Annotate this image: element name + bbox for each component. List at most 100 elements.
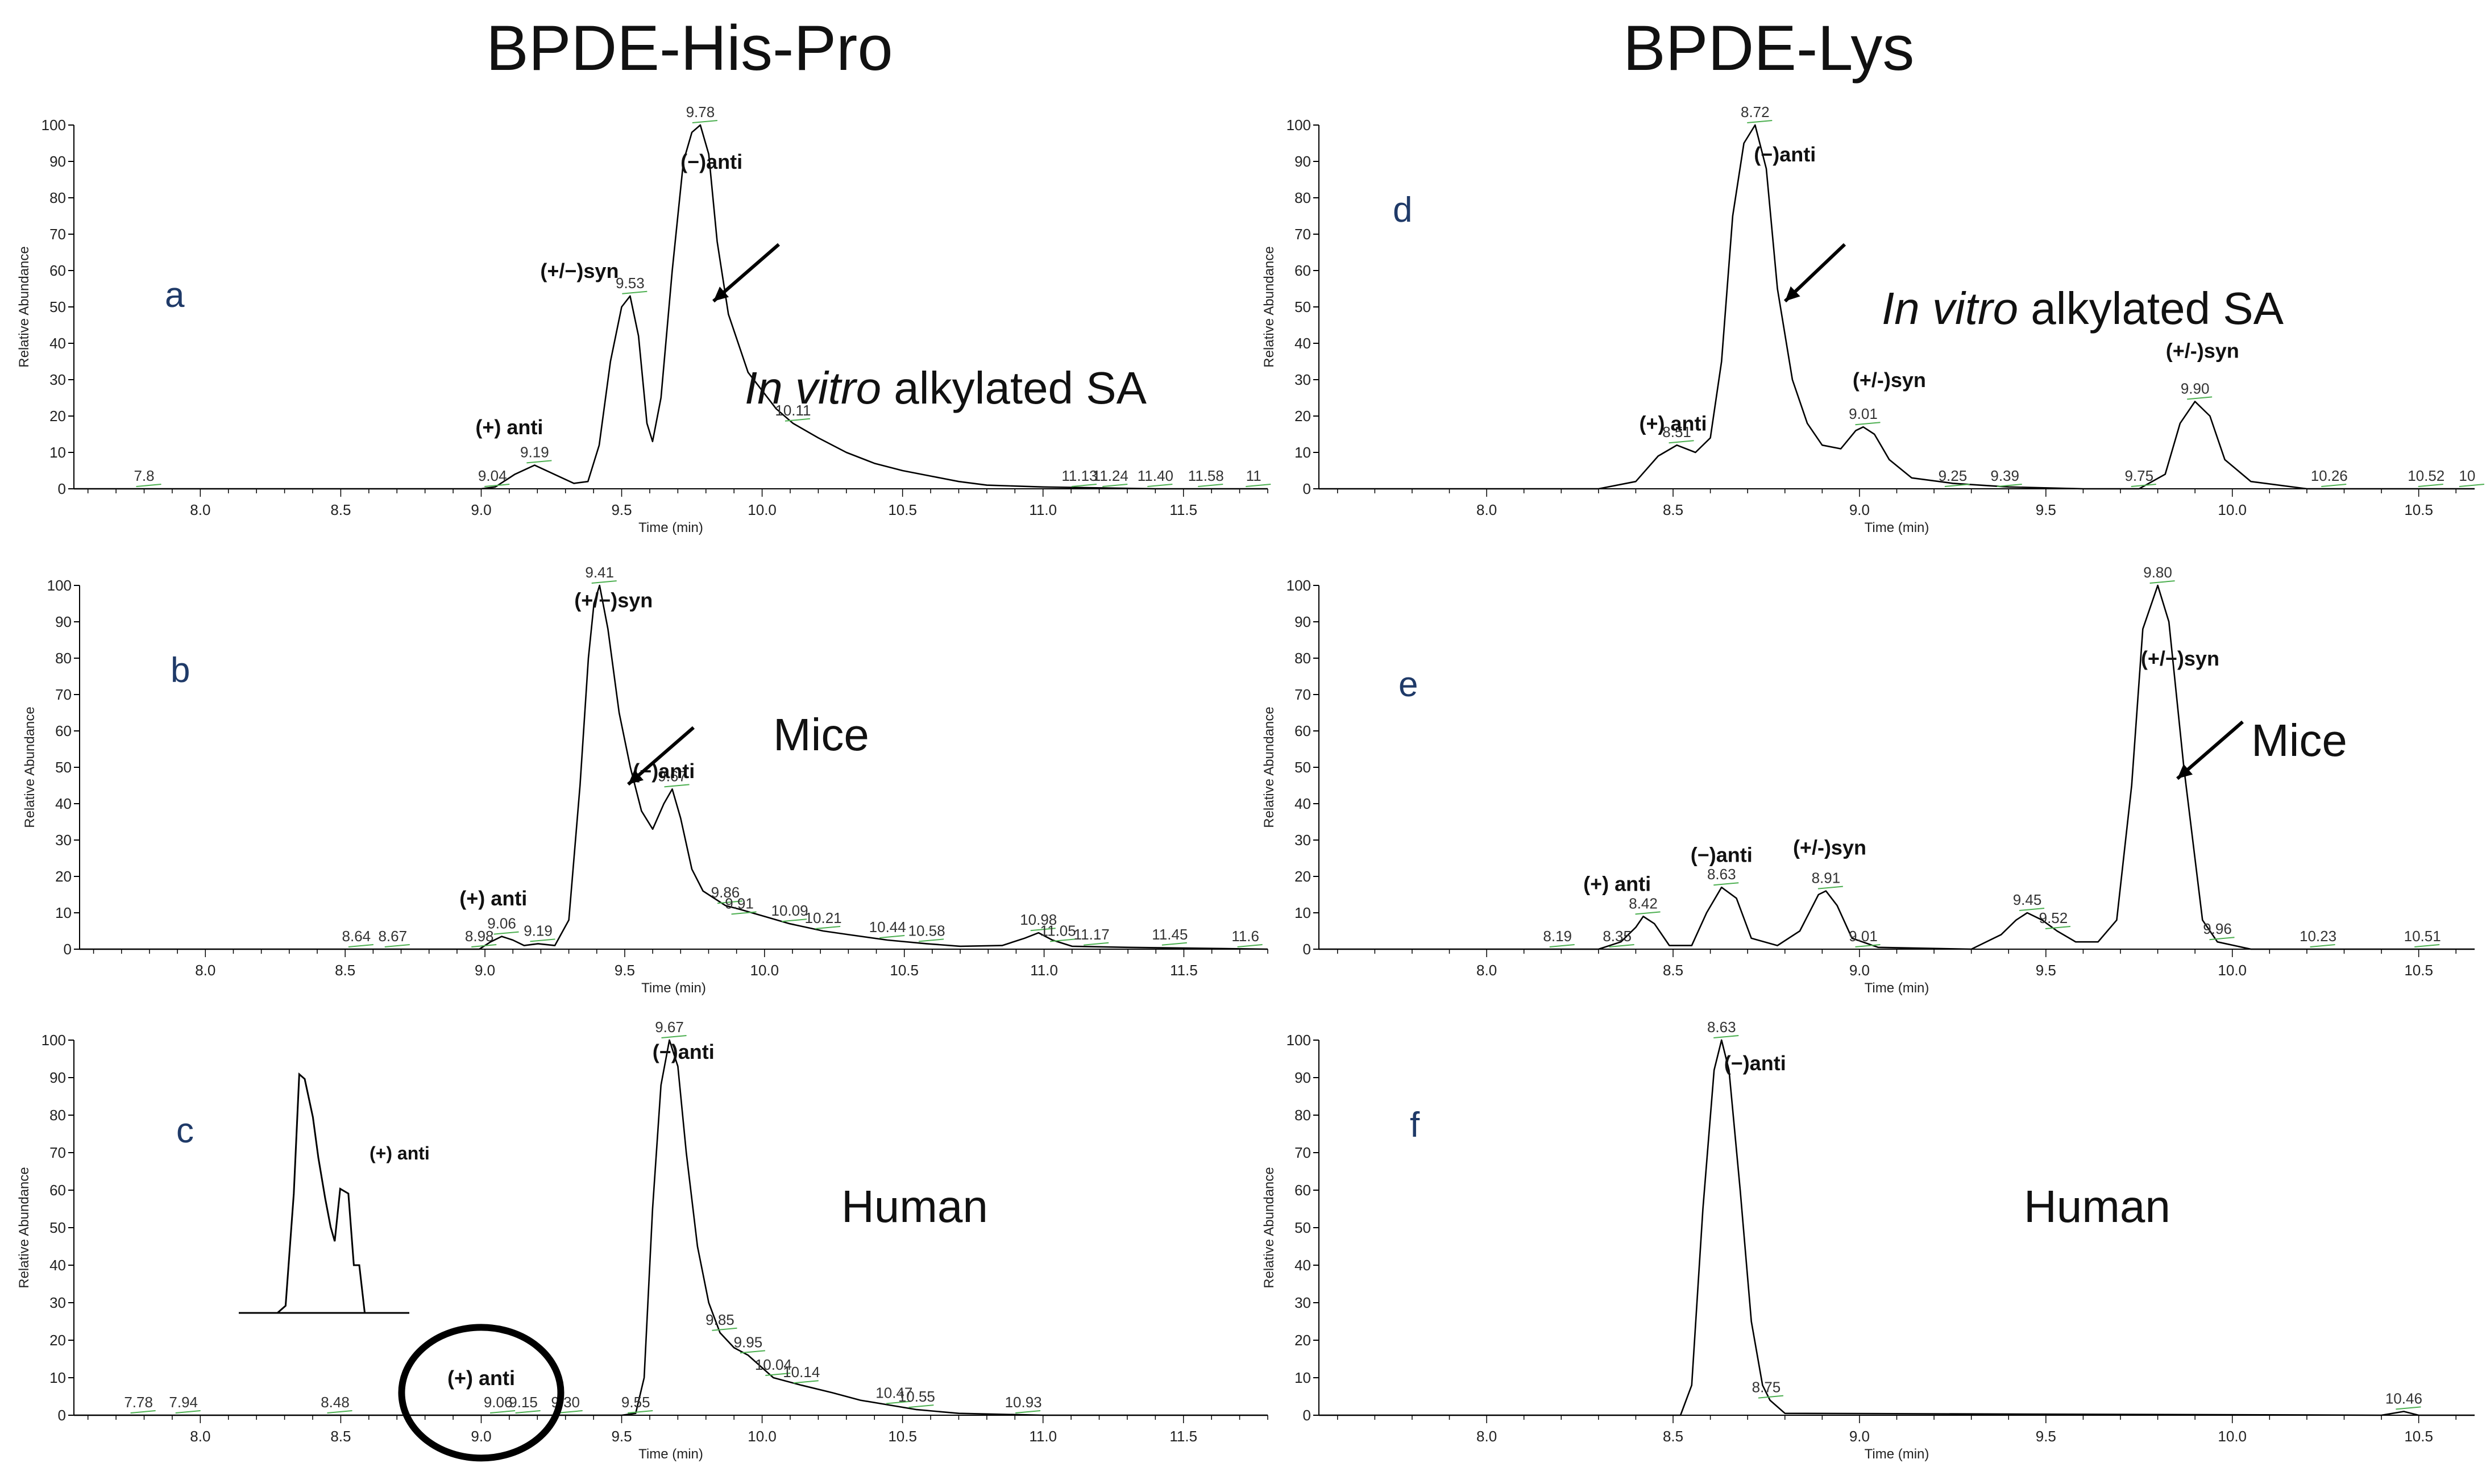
peak-marker — [384, 944, 410, 947]
y-tick-label: 60 — [55, 722, 72, 739]
x-tick-label: 9.0 — [471, 1428, 491, 1445]
y-tick-label: 20 — [49, 408, 66, 425]
peak-marker — [1997, 484, 2022, 487]
peak-marker — [793, 1380, 819, 1384]
y-tick-label: 10 — [1294, 444, 1311, 461]
peak-label: 9.06 — [487, 915, 516, 932]
peak-marker — [717, 900, 743, 904]
peak-marker — [2209, 937, 2235, 941]
peak-annotation: (−)anti — [680, 150, 742, 173]
peak-marker — [2310, 944, 2335, 947]
peak-label: 8.48 — [321, 1394, 350, 1411]
peak-marker — [175, 1410, 201, 1414]
peak-marker — [557, 1410, 583, 1414]
y-tick-label: 90 — [1294, 613, 1311, 630]
peak-label: 10.09 — [771, 902, 808, 919]
peak-marker — [515, 1410, 541, 1414]
y-tick-label: 80 — [1294, 189, 1311, 206]
y-tick-label: 20 — [55, 868, 72, 885]
chromatogram-trace — [1319, 584, 2475, 950]
chromatogram-trace — [74, 1039, 1268, 1416]
peak-label: 8.51 — [1662, 423, 1691, 440]
peak-label: 10.55 — [898, 1388, 935, 1405]
y-tick-label: 30 — [49, 1294, 66, 1311]
x-tick-label: 9.5 — [615, 962, 635, 979]
y-axis-label: Relative Abundance — [16, 1167, 32, 1288]
x-axis-label: Time (min) — [638, 520, 703, 535]
y-tick-label: 30 — [1294, 371, 1311, 388]
peak-marker — [327, 1410, 352, 1414]
peak-label: 9.04 — [478, 467, 507, 484]
sample-label-italic: In vitro — [745, 363, 881, 413]
peak-label: 10.46 — [2385, 1390, 2422, 1407]
x-tick-label: 10.5 — [888, 501, 917, 518]
x-tick-label: 9.0 — [475, 962, 495, 979]
panel-letter: c — [176, 1111, 194, 1150]
x-axis-label: Time (min) — [1865, 520, 1929, 535]
peak-label: 10.04 — [755, 1356, 792, 1373]
x-tick-label: 8.5 — [330, 501, 351, 518]
x-axis-label: Time (min) — [641, 980, 706, 996]
peak-marker — [484, 484, 510, 487]
peak-marker — [471, 944, 497, 947]
y-tick-label: 10 — [1294, 904, 1311, 921]
peak-marker — [130, 1410, 156, 1414]
chart-panel-c: 0 10 20 30 40 50 60 70 80 90 100 8.0 8.5 9.0 9.5 10.0 10… — [16, 1019, 1268, 1462]
peak-annotation: (−)anti — [1754, 143, 1816, 166]
peak-annotation: (+) anti — [459, 887, 527, 910]
y-tick-label: 60 — [1294, 262, 1311, 279]
peak-marker — [628, 1410, 653, 1414]
y-tick-label: 0 — [64, 941, 72, 958]
peak-label: 9.15 — [509, 1394, 538, 1411]
peak-marker — [1758, 1395, 1784, 1399]
y-tick-label: 50 — [49, 298, 66, 315]
peak-annotation: (−)anti — [1691, 843, 1753, 866]
peak-marker — [879, 935, 905, 938]
peak-marker — [1549, 944, 1575, 947]
title-right: BPDE-Lys — [1623, 13, 1915, 84]
chart-panel-d: 0 10 20 30 40 50 60 70 80 90 100 8.0 8.5 9.0 9.5 10.0 10… — [1261, 103, 2484, 535]
y-axis-label: Relative Abundance — [1261, 706, 1277, 828]
peak-marker — [1855, 944, 1881, 947]
y-tick-label: 90 — [1294, 153, 1311, 170]
peak-annotation: (+) anti — [1583, 872, 1651, 896]
x-tick-label: 9.0 — [1849, 1428, 1870, 1445]
y-tick-label: 10 — [49, 1369, 66, 1386]
chart-panel-e: 0 10 20 30 40 50 60 70 80 90 100 8.0 8.5 9.0 9.5 10.0 10… — [1261, 564, 2475, 996]
peak-marker — [1669, 440, 1694, 444]
peak-marker — [664, 784, 690, 788]
y-tick-label: 80 — [1294, 1107, 1311, 1124]
peak-label: 8.63 — [1707, 866, 1736, 883]
peak-marker — [2045, 926, 2071, 929]
x-tick-label: 8.0 — [190, 1428, 210, 1445]
peak-label: 9.39 — [1990, 467, 2019, 484]
x-tick-label: 8.0 — [195, 962, 215, 979]
x-tick-label: 10.5 — [2404, 1428, 2433, 1445]
peak-annotation: (+/-)syn — [2166, 339, 2239, 363]
y-tick-label: 100 — [41, 1032, 66, 1049]
peak-marker — [1198, 484, 1223, 487]
panel-letter: d — [1393, 190, 1412, 230]
x-tick-label: 9.0 — [1849, 501, 1870, 518]
peak-label: 9.80 — [2143, 564, 2172, 581]
y-tick-label: 50 — [55, 759, 72, 776]
y-tick-label: 70 — [55, 686, 72, 703]
y-tick-label: 0 — [58, 480, 66, 497]
y-axis-label: Relative Abundance — [1261, 1167, 1277, 1288]
sample-label: Mice — [2251, 715, 2347, 766]
peak-label: 11.40 — [1138, 467, 1173, 484]
x-tick-label: 8.0 — [1476, 501, 1497, 518]
peak-label: 11.24 — [1093, 467, 1128, 484]
peak-label: 10.58 — [908, 922, 945, 939]
title-left: BPDE-His-Pro — [486, 13, 893, 84]
peak-marker — [1015, 1410, 1041, 1414]
peak-marker — [1609, 944, 1634, 947]
peak-marker — [2459, 484, 2484, 487]
peak-label: 10.23 — [2300, 928, 2336, 945]
peak-label: 8.98 — [465, 928, 494, 945]
y-tick-label: 70 — [1294, 686, 1311, 703]
peak-label: 9.95 — [734, 1333, 763, 1350]
peak-marker — [622, 290, 648, 294]
peak-marker — [1944, 484, 1970, 487]
